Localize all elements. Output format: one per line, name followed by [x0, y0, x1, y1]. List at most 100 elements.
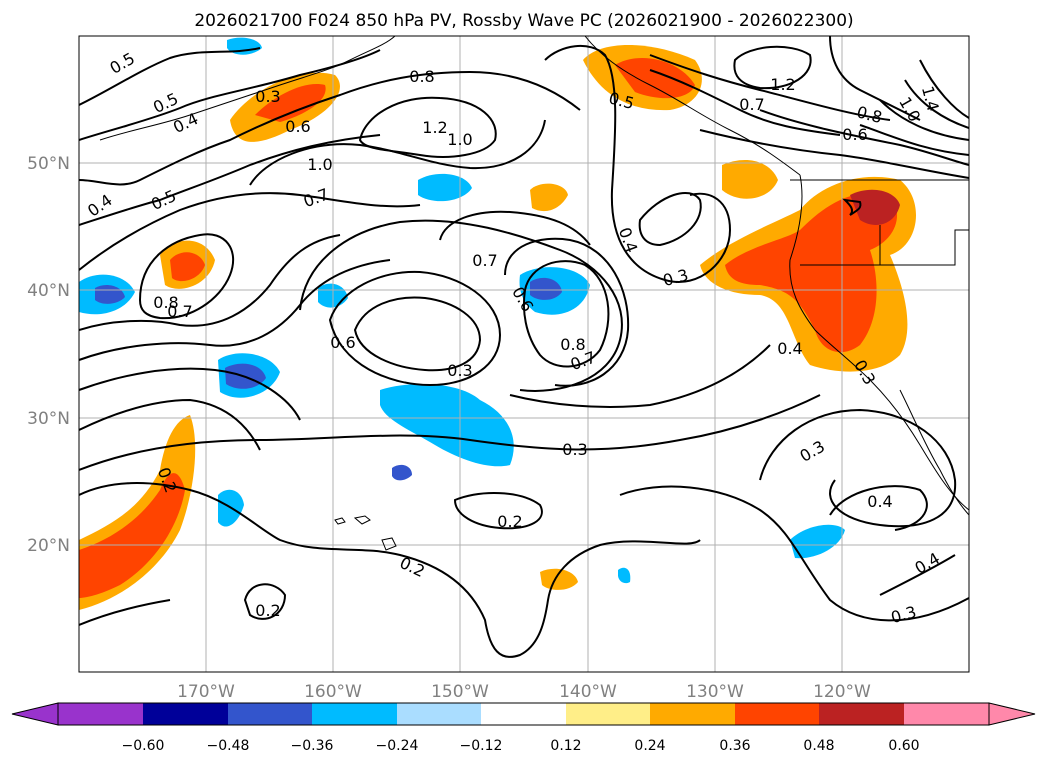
positive-anomaly-shading [530, 183, 568, 212]
colorbar-tick-label: 0.12 [550, 738, 581, 754]
lon-tick-label: 130°W [686, 682, 744, 702]
pv-contour-line [79, 394, 821, 471]
pv-contour-line [649, 69, 841, 136]
pv-contour-line [544, 44, 732, 283]
pv-contour-line [522, 260, 610, 368]
pv-contour-line [759, 408, 957, 528]
negative-anomaly-shading [618, 567, 631, 584]
contour-label: 0.7 [167, 302, 192, 321]
contour-label: 0.6 [285, 117, 310, 136]
colorbar-extend-high [988, 702, 1036, 726]
contour-label: 0.4 [777, 339, 802, 358]
negative-anomaly-shading [418, 173, 472, 202]
lon-tick-label: 120°W [813, 682, 871, 702]
lon-tick-label: 150°W [431, 682, 489, 702]
colorbar-frame [57, 702, 990, 726]
colorbar-bin [650, 703, 735, 725]
colorbar-bin [58, 703, 143, 725]
colorbar-bin [481, 703, 566, 725]
negative-anomaly-shading [790, 524, 845, 559]
pv-contour-line [249, 119, 546, 186]
lat-tick-label: 40°N [27, 281, 70, 301]
pv-contour-line [243, 583, 287, 620]
pv-contour-line [79, 599, 171, 626]
gulf-of-california-coastline [899, 389, 969, 516]
alaska-coastline [99, 36, 396, 141]
pv-contour-line [79, 259, 391, 361]
pv-contour-line [79, 70, 581, 186]
contour-label: 1.0 [447, 130, 472, 149]
colorbar-bin [819, 703, 904, 725]
colorbar-tick-label: −0.24 [376, 738, 419, 754]
coastlines [99, 36, 969, 551]
contour-label: 0.7 [472, 251, 497, 270]
contour-label: 0.4 [867, 492, 892, 511]
pv-contour-line [79, 134, 381, 226]
hawaii-islands [334, 515, 397, 551]
pv-contour-line [353, 296, 482, 372]
contour-label: 0.3 [447, 361, 472, 380]
colorbar-tick-label: −0.12 [460, 738, 503, 754]
pv-shading [79, 37, 917, 610]
positive-anomaly-shading [850, 189, 900, 225]
contour-label: 0.2 [497, 512, 522, 531]
contour-label: 0.8 [560, 335, 585, 354]
pv-contour-line [79, 192, 421, 271]
colorbar-tick-label: −0.48 [207, 738, 250, 754]
positive-anomaly-shading [170, 252, 205, 282]
contour-label: 1.2 [770, 75, 795, 94]
positive-anomaly-shading [79, 473, 185, 598]
contour-label: 0.2 [255, 601, 280, 620]
pv-contour-line [904, 79, 969, 129]
pv-contour-line [649, 54, 891, 121]
positive-anomaly-shading [540, 568, 578, 590]
positive-anomaly-shading [255, 84, 326, 122]
contour-label: 0.6 [842, 125, 867, 144]
positive-anomaly-shading [615, 57, 695, 99]
colorbar-bin [312, 703, 397, 725]
figure-title: 2026021700 F024 850 hPa PV, Rossby Wave … [194, 11, 853, 31]
pv-contour-line [79, 482, 701, 658]
contour-label: 0.3 [255, 87, 280, 106]
colorbar-bin [228, 703, 312, 725]
pv-contour-line [79, 234, 341, 331]
colorbar-tick-label: −0.60 [122, 738, 165, 754]
contour-label: 1.2 [422, 118, 447, 137]
us-border-line [800, 229, 969, 266]
pv-contour-line [504, 237, 630, 387]
colorbar-tick-label: 0.24 [634, 738, 665, 754]
contour-label: 0.8 [153, 293, 178, 312]
pv-contour-line [829, 36, 921, 121]
contour-label: 0.6 [330, 333, 355, 352]
pv-contour-line [638, 191, 702, 247]
lat-axis: 20°N 30°N 40°N 50°N [27, 154, 70, 556]
colorbar-bin [904, 703, 989, 725]
pv-contour-line [138, 233, 235, 320]
contour-label: 0.7 [739, 95, 764, 114]
pv-contour-line [299, 219, 623, 392]
lon-axis: 170°W 160°W 150°W 140°W 130°W 120°W [177, 682, 871, 702]
lon-tick-label: 140°W [559, 682, 617, 702]
map-frame [78, 35, 970, 673]
pv-contour-line [79, 47, 261, 106]
colorbar-bin [566, 703, 650, 725]
lat-tick-label: 30°N [27, 409, 70, 429]
pv-contour-line [919, 59, 969, 119]
colorbar: −0.60 −0.48 −0.36 −0.24 −0.12 0.12 0.24 … [11, 702, 1036, 754]
pv-contour-line [759, 109, 969, 166]
positive-anomaly-shading [725, 192, 898, 353]
contour-label: 0.3 [562, 440, 587, 459]
pv-contour-line [79, 398, 261, 451]
pv-contour-line [453, 492, 543, 530]
pv-contour-line [328, 270, 502, 387]
negative-anomaly-shading [380, 384, 514, 467]
alaska-coastline [584, 36, 801, 176]
pv-contour-line [439, 210, 591, 246]
colorbar-extend-low [11, 702, 59, 726]
colorbar-tick-label: 0.48 [803, 738, 834, 754]
colorbar-bin [397, 703, 481, 725]
pv-contour-line [859, 124, 969, 156]
pv-contour-line [829, 485, 928, 531]
pv-contour-line [879, 99, 969, 141]
